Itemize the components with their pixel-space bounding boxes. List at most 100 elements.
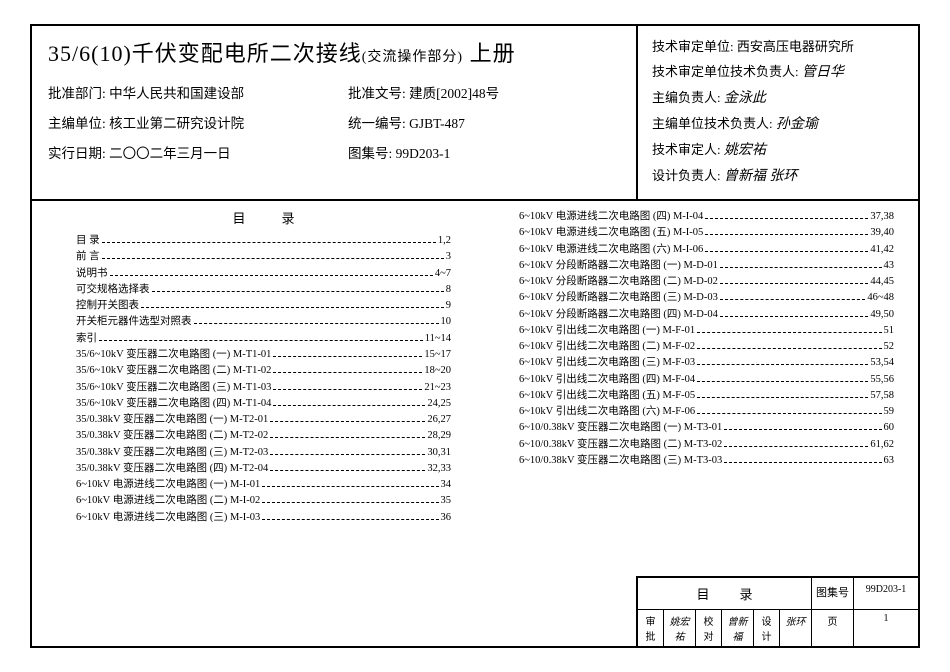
header-value: 99D203-1 (396, 146, 451, 161)
toc-entry-page: 30,31 (427, 445, 451, 461)
header-label: 图集号: (348, 146, 392, 161)
header-right-row: 主编单位技术负责人: 孙金瑜 (652, 113, 904, 133)
toc-line: 35/6~10kV 变压器二次电路图 (三) M-T1-0321~23 (76, 380, 451, 396)
toc-entry-name: 6~10/0.38kV 变压器二次电路图 (一) M-T3-01 (519, 420, 722, 436)
toc-line: 可交规格选择表8 (76, 282, 451, 298)
header-row: 批准文号: 建质[2002]48号 (348, 82, 620, 102)
toc-line: 前 言 3 (76, 249, 451, 265)
footer-set-label: 图集号 (812, 578, 854, 609)
toc-entry-page: 53,54 (870, 355, 894, 371)
toc-entry-page: 3 (446, 249, 451, 265)
hr-label: 主编单位技术负责人: (652, 116, 773, 131)
header-row: 统一编号: GJBT-487 (348, 112, 620, 132)
header-block: 35/6(10)千伏变配电所二次接线(交流操作部分) 上册 批准部门: 中华人民… (32, 26, 918, 201)
footer-set-value: 99D203-1 (854, 578, 918, 609)
toc-entry-name: 说明书 (76, 266, 108, 282)
toc-entry-name: 前 言 (76, 249, 100, 265)
toc-column-left: 目录 目 录1,2前 言3说明书4~7可交规格选择表8控制开关图表9开关柜元器件… (32, 201, 475, 646)
title-suffix: 上册 (463, 41, 516, 66)
toc-line: 35/0.38kV 变压器二次电路图 (二) M-T2-0228,29 (76, 428, 451, 444)
hr-signature: 金泳此 (724, 91, 766, 106)
drawing-frame: 35/6(10)千伏变配电所二次接线(交流操作部分) 上册 批准部门: 中华人民… (30, 24, 920, 648)
hr-label: 设计负责人: (652, 168, 721, 183)
toc-line: 6~10kV 分段断路器二次电路图 (三) M-D-0346~48 (519, 290, 894, 306)
toc-entry-name: 6~10kV 引出线二次电路图 (六) M-F-06 (519, 404, 695, 420)
toc-entry-page: 43 (884, 258, 895, 274)
toc-leader (152, 291, 444, 292)
toc-entry-name: 可交规格选择表 (76, 282, 150, 298)
header-right-row: 技术审定单位: 西安高压电器研究所 (652, 36, 904, 55)
toc-leader (697, 364, 868, 365)
title-block-footer: 目录 图集号 99D203-1 审批 姚宏祐 校对 曾新福 设计 张环 页 1 (636, 576, 920, 648)
toc-left-list: 目 录1,2前 言3说明书4~7可交规格选择表8控制开关图表9开关柜元器件选型对… (76, 233, 451, 526)
header-value: 核工业第二研究设计院 (109, 116, 244, 131)
toc-leader (720, 267, 882, 268)
toc-line: 开关柜元器件选型对照表10 (76, 314, 451, 330)
toc-line: 控制开关图表 9 (76, 298, 451, 314)
hr-label: 主编负责人: (652, 90, 721, 105)
drawing-title: 35/6(10)千伏变配电所二次接线(交流操作部分) 上册 (48, 36, 620, 68)
toc-entry-name: 6~10kV 电源进线二次电路图 (五) M-I-05 (519, 225, 703, 241)
toc-entry-name: 35/0.38kV 变压器二次电路图 (四) M-T2-04 (76, 461, 268, 477)
header-label: 批准文号: (348, 86, 406, 101)
toc-entry-page: 28,29 (427, 428, 451, 444)
toc-line: 6~10kV 分段断路器二次电路图 (四) M-D-04 49,50 (519, 307, 894, 323)
toc-entry-name: 6~10kV 分段断路器二次电路图 (四) M-D-04 (519, 307, 718, 323)
toc-entry-name: 索引 (76, 331, 97, 347)
toc-entry-page: 59 (884, 404, 895, 420)
toc-line: 6~10kV 电源进线二次电路图 (二) M-I-0235 (76, 493, 451, 509)
toc-line: 6~10kV 电源进线二次电路图 (一) M-I-01 34 (76, 477, 451, 493)
header-value: GJBT-487 (409, 116, 465, 131)
footer-design-value: 张环 (780, 610, 812, 646)
toc-line: 35/0.38kV 变压器二次电路图 (四) M-T2-04 32,33 (76, 461, 451, 477)
toc-leader (697, 332, 881, 333)
toc-entry-name: 35/0.38kV 变压器二次电路图 (一) M-T2-01 (76, 412, 268, 428)
content-block: 目录 目 录1,2前 言3说明书4~7可交规格选择表8控制开关图表9开关柜元器件… (32, 201, 918, 646)
toc-line: 6~10/0.38kV 变压器二次电路图 (一) M-T3-0160 (519, 420, 894, 436)
toc-entry-page: 49,50 (870, 307, 894, 323)
toc-entry-page: 41,42 (870, 242, 894, 258)
toc-line: 目 录1,2 (76, 233, 451, 249)
toc-entry-page: 32,33 (427, 461, 451, 477)
toc-right-list: 6~10kV 电源进线二次电路图 (四) M-I-0437,386~10kV 电… (519, 209, 894, 469)
toc-entry-name: 6~10kV 电源进线二次电路图 (一) M-I-01 (76, 477, 260, 493)
toc-entry-name: 35/0.38kV 变压器二次电路图 (三) M-T2-03 (76, 445, 268, 461)
toc-leader (697, 381, 868, 382)
toc-line: 6~10kV 电源进线二次电路图 (三) M-I-0336 (76, 510, 451, 526)
header-right-row: 主编负责人: 金泳此 (652, 87, 904, 107)
toc-leader (720, 316, 869, 317)
toc-leader (194, 323, 439, 324)
hr-signature: 曾新福 张环 (724, 169, 798, 184)
toc-leader (273, 372, 422, 373)
header-left-grid: 批准部门: 中华人民共和国建设部 批准文号: 建质[2002]48号 主编单位:… (48, 82, 620, 162)
toc-entry-page: 10 (441, 314, 452, 330)
toc-entry-page: 21~23 (424, 380, 451, 396)
toc-line: 35/0.38kV 变压器二次电路图 (三) M-T2-03 30,31 (76, 445, 451, 461)
toc-leader (697, 413, 881, 414)
toc-leader (270, 470, 425, 471)
toc-line: 35/6~10kV 变压器二次电路图 (四) M-T1-0424,25 (76, 396, 451, 412)
toc-entry-page: 9 (446, 298, 451, 314)
toc-entry-page: 34 (441, 477, 452, 493)
toc-entry-name: 6~10kV 分段断路器二次电路图 (三) M-D-03 (519, 290, 718, 306)
toc-entry-name: 35/6~10kV 变压器二次电路图 (四) M-T1-04 (76, 396, 271, 412)
header-right: 技术审定单位: 西安高压电器研究所 技术审定单位技术负责人: 管日华 主编负责人… (638, 26, 918, 199)
toc-entry-page: 15~17 (424, 347, 451, 363)
title-paren: (交流操作部分) (362, 50, 463, 65)
toc-leader (697, 397, 868, 398)
header-label: 实行日期: (48, 146, 106, 161)
toc-entry-page: 26,27 (427, 412, 451, 428)
hr-signature: 姚宏祐 (724, 143, 766, 158)
toc-leader (102, 242, 436, 243)
footer-approve-value: 姚宏祐 (664, 610, 696, 646)
toc-entry-name: 6~10/0.38kV 变压器二次电路图 (三) M-T3-03 (519, 453, 722, 469)
header-right-row: 技术审定人: 姚宏祐 (652, 139, 904, 159)
toc-entry-name: 控制开关图表 (76, 298, 139, 314)
toc-leader (270, 454, 425, 455)
toc-entry-page: 37,38 (870, 209, 894, 225)
toc-line: 6~10kV 引出线二次电路图 (一) M-F-0151 (519, 323, 894, 339)
footer-design-label: 设计 (754, 610, 780, 646)
toc-line: 索引11~14 (76, 331, 451, 347)
toc-leader (110, 275, 433, 276)
header-row: 主编单位: 核工业第二研究设计院 (48, 112, 320, 132)
